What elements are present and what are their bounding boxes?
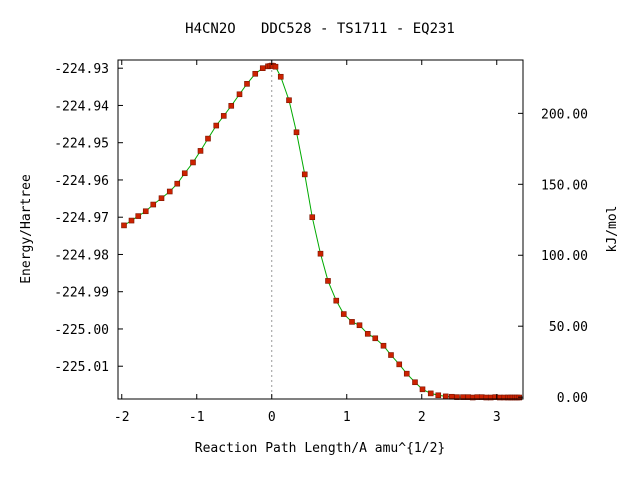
data-point — [190, 159, 196, 166]
y-left-tick-label: -224.96 — [54, 174, 109, 189]
energy-curve-layer — [123, 65, 520, 399]
y-left-tick-label: -224.99 — [54, 286, 109, 301]
x-axis-label: Reaction Path Length/A amu^{1/2} — [195, 441, 445, 456]
data-point — [388, 352, 394, 358]
data-point — [435, 392, 442, 399]
data-point — [309, 214, 316, 221]
data-point — [128, 217, 135, 224]
data-point — [454, 394, 460, 400]
data-point — [236, 91, 243, 98]
data-point — [349, 319, 355, 325]
data-point — [403, 370, 410, 377]
y-left-tick-label: -224.93 — [54, 62, 109, 77]
x-tick-label: -1 — [189, 410, 205, 425]
data-point — [181, 170, 188, 177]
x-tick-label: 3 — [493, 410, 501, 425]
data-point — [356, 322, 363, 329]
data-point — [135, 213, 142, 219]
x-tick-label: 0 — [268, 410, 276, 425]
energy-curve — [123, 65, 520, 399]
data-point — [158, 195, 165, 202]
x-axis-ticks: -2 -1 0 1 2 3 — [114, 60, 501, 425]
x-tick-label: 1 — [343, 410, 351, 425]
data-point — [197, 148, 204, 154]
data-point — [213, 122, 220, 129]
data-point — [396, 361, 403, 368]
data-points-layer — [121, 62, 523, 401]
x-tick-label: -2 — [114, 410, 130, 425]
data-point — [121, 222, 127, 229]
y-axis-right-ticks: 0.00 50.00 100.00 150.00 200.00 — [518, 107, 588, 406]
data-point — [277, 73, 284, 80]
data-point — [150, 201, 157, 208]
data-point — [220, 113, 227, 119]
y-right-tick-label: 150.00 — [541, 178, 588, 193]
data-point — [142, 208, 149, 215]
y-right-tick-label: 200.00 — [541, 107, 588, 122]
y-axis-right-label: kJ/mol — [605, 206, 620, 253]
y-right-tick-label: 0.00 — [557, 391, 588, 406]
plot-frame — [117, 59, 524, 400]
y-right-tick-label: 100.00 — [541, 249, 588, 264]
data-point — [325, 278, 331, 284]
data-point — [301, 171, 308, 178]
data-point — [442, 393, 449, 400]
x-tick-label: 2 — [418, 410, 426, 425]
data-point — [228, 103, 235, 109]
data-point — [286, 97, 292, 104]
data-point — [166, 188, 173, 195]
y-left-tick-label: -224.98 — [54, 248, 109, 263]
data-point — [380, 342, 387, 349]
data-point — [364, 331, 371, 337]
data-point — [419, 386, 426, 393]
data-point — [205, 135, 211, 142]
y-axis-left-label: Energy/Hartree — [19, 174, 34, 284]
data-point — [259, 65, 266, 71]
chart-title: H4CN2O DDC528 - TS1711 - EQ231 — [185, 21, 455, 37]
y-left-tick-label: -224.95 — [54, 137, 109, 152]
data-point — [244, 81, 250, 87]
y-axis-left-ticks: -224.93 -224.94 -224.95 -224.96 -224.97 -224.… — [54, 62, 123, 375]
y-left-tick-label: -224.97 — [54, 211, 109, 226]
data-point — [272, 63, 279, 70]
y-right-tick-label: 50.00 — [549, 320, 588, 335]
y-left-tick-label: -225.00 — [54, 323, 109, 338]
data-point — [252, 70, 259, 77]
y-left-tick-label: -225.01 — [54, 360, 109, 375]
data-point — [427, 390, 434, 397]
data-point — [293, 129, 300, 136]
data-point — [317, 250, 324, 257]
data-point — [340, 311, 347, 317]
data-point — [372, 335, 379, 342]
y-left-tick-label: -224.94 — [54, 99, 109, 114]
data-point — [174, 180, 181, 187]
data-point — [333, 297, 340, 304]
data-point — [412, 379, 418, 386]
